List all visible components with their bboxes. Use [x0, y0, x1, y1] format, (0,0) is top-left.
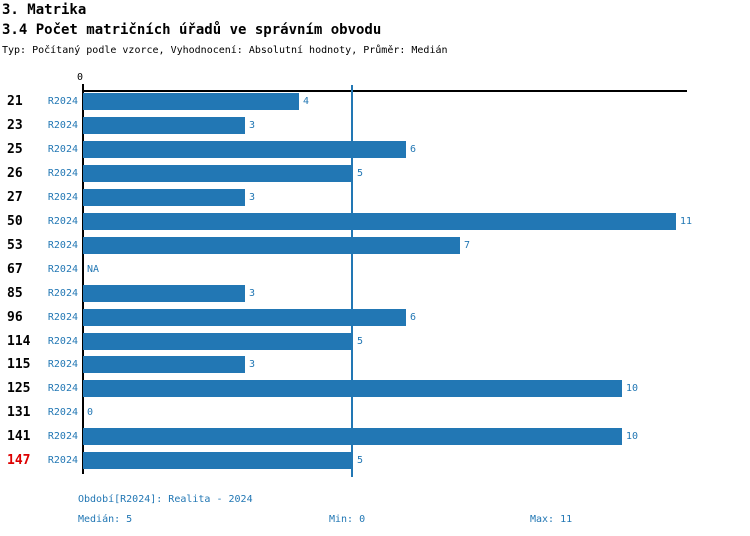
category-label: 27: [7, 189, 23, 205]
series-tag: R2024: [47, 311, 78, 323]
value-label: 11: [680, 215, 693, 227]
chart-row: 85 R2024 3: [0, 284, 750, 302]
category-label: 125: [7, 381, 31, 397]
chart-row: 23 R2024 3: [0, 116, 750, 134]
series-tag: R2024: [47, 239, 78, 251]
value-label: 5: [357, 335, 364, 347]
bar: [83, 164, 353, 182]
chart-row: 25 R2024 6: [0, 140, 750, 158]
chart-row: 96 R2024 6: [0, 308, 750, 326]
category-label: 53: [7, 237, 23, 253]
chart-row: 53 R2024 7: [0, 236, 750, 254]
bar: [83, 356, 245, 374]
chart-row: 67 R2024 NA: [0, 261, 750, 278]
value-label: 3: [249, 191, 256, 203]
chart-row: 115 R2024 3: [0, 356, 750, 374]
value-label: 6: [410, 143, 417, 155]
category-label: 147: [7, 453, 31, 469]
category-label: 23: [7, 117, 23, 133]
bar: [83, 188, 245, 206]
series-tag: R2024: [47, 359, 78, 371]
category-label: 141: [7, 429, 31, 445]
bar: [83, 212, 676, 230]
report-title: 3. Matrika: [2, 2, 87, 18]
category-label: 67: [7, 261, 23, 277]
bar: [83, 116, 245, 134]
footer-period: Období[R2024]: Realita - 2024: [78, 494, 253, 505]
chart-title: 3.4 Počet matričních úřadů ve správním o…: [2, 22, 382, 38]
series-tag: R2024: [47, 215, 78, 227]
category-label: 50: [7, 213, 23, 229]
series-tag: R2024: [47, 263, 78, 275]
series-tag: R2024: [47, 119, 78, 131]
bar: [83, 452, 353, 470]
series-tag: R2024: [47, 191, 78, 203]
bar: [83, 308, 406, 326]
series-tag: R2024: [47, 143, 78, 155]
chart-row: 26 R2024 5: [0, 164, 750, 182]
value-label: 5: [357, 455, 364, 467]
y-axis-line: [82, 84, 84, 474]
value-label: 7: [464, 239, 471, 251]
series-tag: R2024: [47, 167, 78, 179]
category-label: 85: [7, 285, 23, 301]
series-tag: R2024: [47, 407, 78, 419]
bar: [83, 428, 622, 446]
series-tag: R2024: [47, 287, 78, 299]
x-axis-top-line: [83, 90, 687, 92]
value-label: 5: [357, 167, 364, 179]
chart-row: 131 R2024 0: [0, 404, 750, 421]
category-label: 21: [7, 94, 23, 109]
bar: [83, 93, 299, 110]
footer-min: Min: 0: [329, 514, 366, 525]
bar: [83, 284, 245, 302]
bar: [83, 236, 460, 254]
median-gridline: [351, 85, 353, 477]
footer-max: Max: 11: [530, 514, 573, 525]
chart-row: 147 R2024 5: [0, 452, 750, 470]
bar: [83, 332, 353, 350]
value-label: 3: [249, 287, 256, 299]
category-label: 131: [7, 405, 31, 421]
series-tag: R2024: [47, 455, 78, 467]
series-tag: R2024: [47, 335, 78, 347]
value-label: 3: [249, 119, 256, 131]
series-tag: R2024: [47, 96, 78, 107]
chart-row: 50 R2024 11: [0, 212, 750, 230]
value-label: NA: [87, 263, 100, 275]
chart-row: 27 R2024 3: [0, 188, 750, 206]
chart-row: 125 R2024 10: [0, 380, 750, 398]
category-label: 114: [7, 333, 31, 349]
category-label: 26: [7, 165, 23, 181]
value-label: 0: [87, 407, 94, 419]
category-label: 96: [7, 309, 23, 325]
value-label: 3: [249, 359, 256, 371]
bar: [83, 380, 622, 398]
value-label: 4: [303, 96, 310, 107]
category-label: 115: [7, 357, 31, 373]
value-label: 6: [410, 311, 417, 323]
category-label: 25: [7, 141, 23, 157]
chart-meta: Typ: Počítaný podle vzorce, Vyhodnocení:…: [2, 45, 448, 56]
chart-row: 141 R2024 10: [0, 428, 750, 446]
series-tag: R2024: [47, 431, 78, 443]
chart-row: 114 R2024 5: [0, 332, 750, 350]
value-label: 10: [626, 383, 639, 395]
x-axis-zero-tick-label: 0: [76, 72, 84, 83]
value-label: 10: [626, 431, 639, 443]
footer-median: Medián: 5: [78, 514, 133, 525]
chart-row: 21 R2024 4: [0, 93, 750, 110]
series-tag: R2024: [47, 383, 78, 395]
bar: [83, 140, 406, 158]
